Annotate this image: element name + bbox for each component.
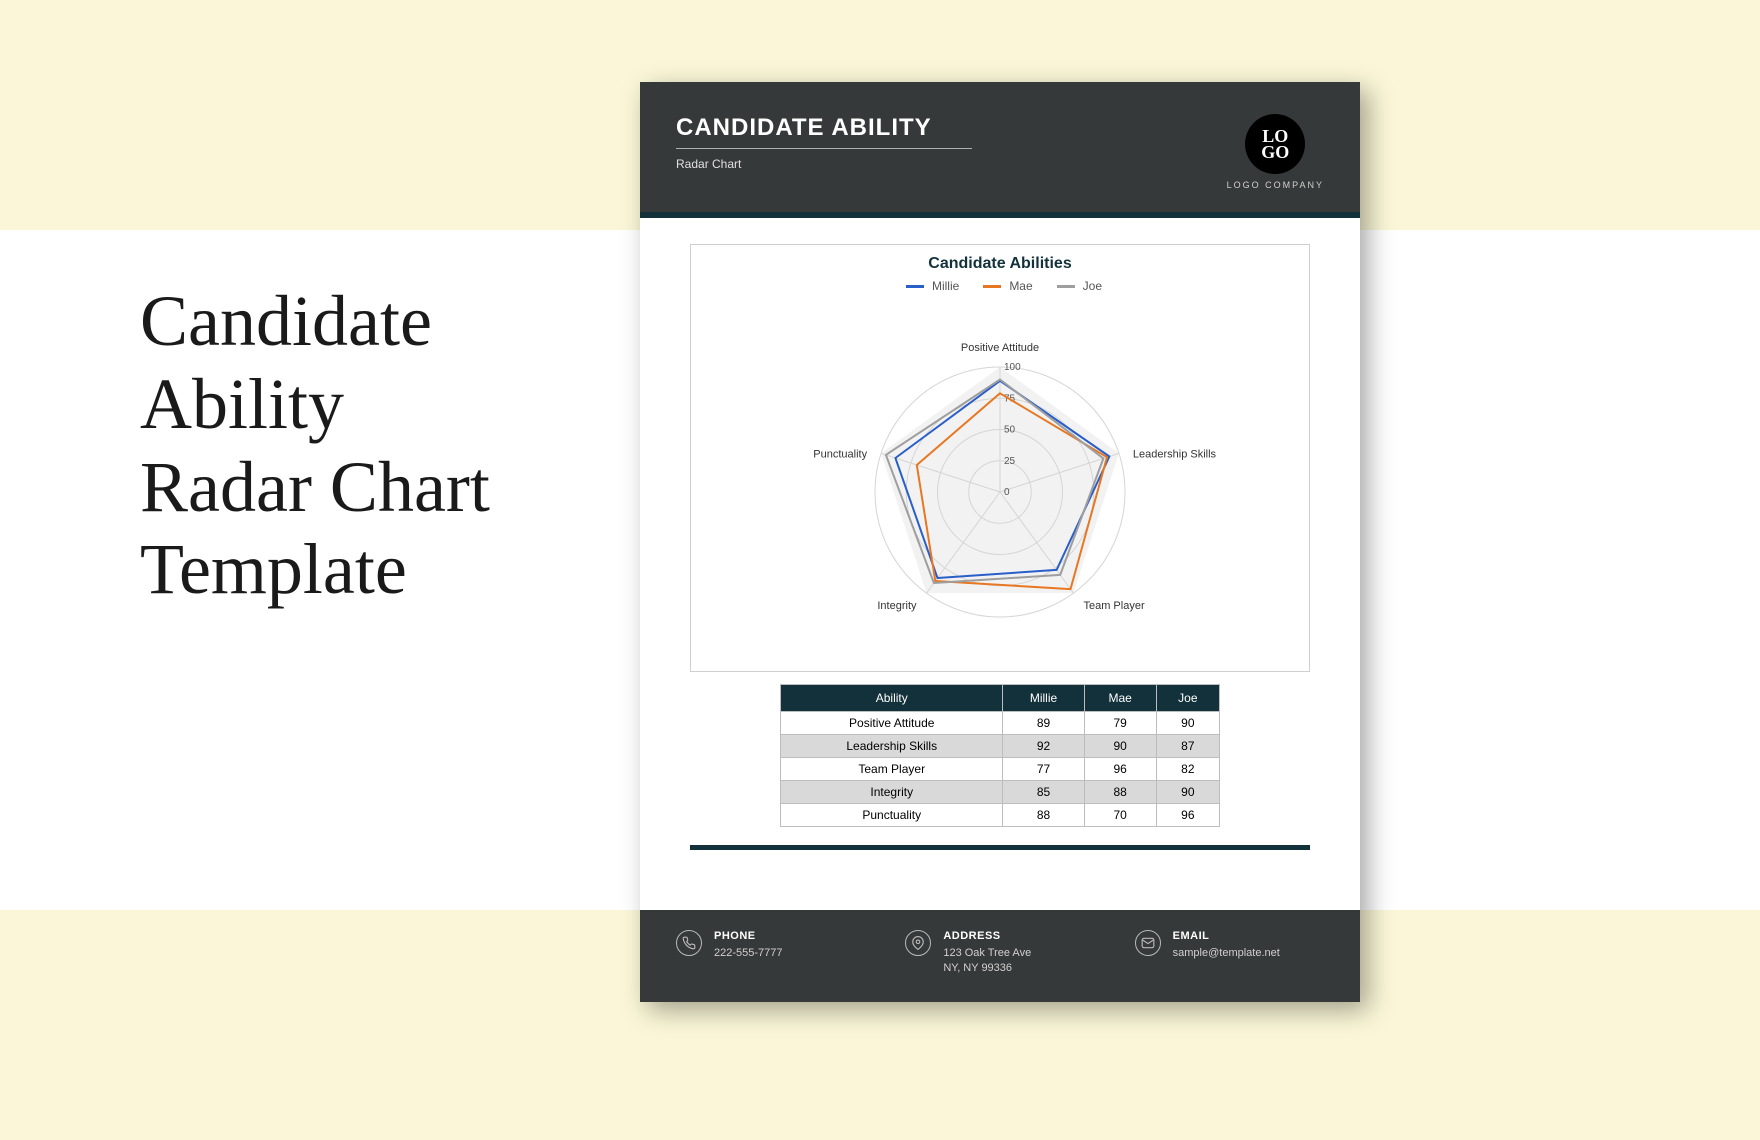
svg-text:Leadership Skills: Leadership Skills (1133, 448, 1217, 460)
chart-title: Candidate Abilities (701, 255, 1299, 273)
doc-title: CANDIDATE ABILITY (676, 114, 972, 149)
table-cell: 92 (1003, 735, 1084, 758)
doc-footer: PHONE 222-555-7777 ADDRESS 123 Oak Tree … (640, 910, 1360, 1002)
svg-text:Team Player: Team Player (1083, 600, 1144, 612)
footer-value: sample@template.net (1173, 946, 1280, 961)
table-header-row: AbilityMillieMaeJoe (781, 685, 1220, 712)
legend-item: Joe (1049, 279, 1102, 293)
doc-subtitle: Radar Chart (676, 157, 972, 171)
table-cell: 88 (1084, 781, 1156, 804)
table-cell: Leadership Skills (781, 735, 1003, 758)
table-cell: 87 (1156, 735, 1219, 758)
table-body: Positive Attitude897990Leadership Skills… (781, 712, 1220, 827)
doc-body: Candidate Abilities MillieMaeJoe 0255075… (640, 218, 1360, 910)
footer-item: PHONE 222-555-7777 (676, 930, 865, 976)
table-header-cell: Mae (1084, 685, 1156, 712)
table-cell: 70 (1084, 804, 1156, 827)
footer-value: 222-555-7777 (714, 946, 783, 961)
footer-value: 123 Oak Tree AveNY, NY 99336 (943, 946, 1031, 976)
svg-text:Punctuality: Punctuality (813, 448, 867, 460)
table-header-cell: Millie (1003, 685, 1084, 712)
logo-circle: LO GO (1245, 114, 1305, 174)
chart-legend: Millie Mae Joe (701, 279, 1299, 293)
table-cell: 85 (1003, 781, 1084, 804)
table-cell: 96 (1156, 804, 1219, 827)
footer-label: EMAIL (1173, 930, 1280, 942)
table-cell: 90 (1156, 712, 1219, 735)
footer-label: PHONE (714, 930, 783, 942)
phone-icon (676, 930, 702, 956)
table-cell: 89 (1003, 712, 1084, 735)
radar-chart: 0255075100Positive AttitudeLeadership Sk… (710, 297, 1290, 657)
table-cell: 90 (1084, 735, 1156, 758)
footer-item: EMAIL sample@template.net (1135, 930, 1324, 976)
footer-label: ADDRESS (943, 930, 1031, 942)
table-row: Team Player779682 (781, 758, 1220, 781)
doc-header: CANDIDATE ABILITY Radar Chart LO GO LOGO… (640, 82, 1360, 212)
table-cell: Integrity (781, 781, 1003, 804)
footer-divider (690, 845, 1310, 850)
table-cell: 90 (1156, 781, 1219, 804)
logo: LO GO LOGO COMPANY (1227, 114, 1324, 190)
email-icon (1135, 930, 1161, 956)
svg-text:0: 0 (1004, 487, 1010, 498)
svg-text:50: 50 (1004, 425, 1016, 436)
table-cell: 96 (1084, 758, 1156, 781)
legend-item: Mae (975, 279, 1032, 293)
table-cell: Punctuality (781, 804, 1003, 827)
table-cell: 82 (1156, 758, 1219, 781)
template-document: CANDIDATE ABILITY Radar Chart LO GO LOGO… (640, 82, 1360, 1002)
svg-text:Integrity: Integrity (877, 600, 917, 612)
table-header-cell: Joe (1156, 685, 1219, 712)
legend-item: Millie (898, 279, 959, 293)
table-cell: 77 (1003, 758, 1084, 781)
data-table: AbilityMillieMaeJoe Positive Attitude897… (780, 684, 1220, 827)
svg-text:100: 100 (1004, 362, 1021, 373)
address-icon (905, 930, 931, 956)
logo-company: LOGO COMPANY (1227, 180, 1324, 190)
table-row: Punctuality887096 (781, 804, 1220, 827)
page-side-title: CandidateAbilityRadar ChartTemplate (140, 280, 490, 611)
table-row: Positive Attitude897990 (781, 712, 1220, 735)
table-cell: Positive Attitude (781, 712, 1003, 735)
svg-text:Positive Attitude: Positive Attitude (961, 342, 1039, 354)
table-cell: Team Player (781, 758, 1003, 781)
table-row: Integrity858890 (781, 781, 1220, 804)
logo-text-bottom: GO (1261, 142, 1289, 162)
radar-chart-box: Candidate Abilities MillieMaeJoe 0255075… (690, 244, 1310, 672)
table-row: Leadership Skills929087 (781, 735, 1220, 758)
svg-text:25: 25 (1004, 456, 1016, 467)
table-header-cell: Ability (781, 685, 1003, 712)
table-cell: 79 (1084, 712, 1156, 735)
footer-item: ADDRESS 123 Oak Tree AveNY, NY 99336 (905, 930, 1094, 976)
table-cell: 88 (1003, 804, 1084, 827)
